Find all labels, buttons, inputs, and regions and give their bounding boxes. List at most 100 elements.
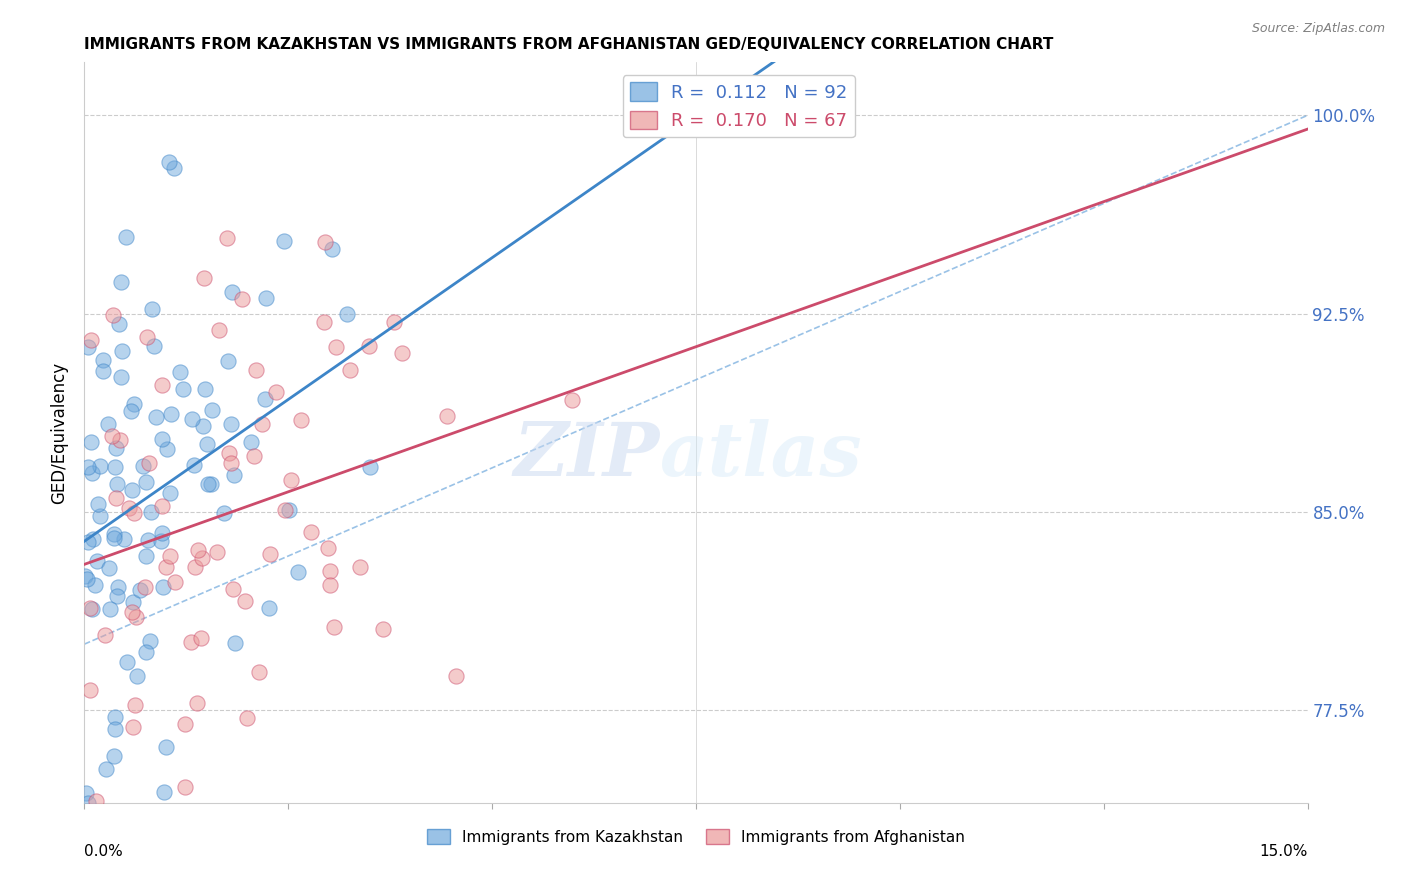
Point [266,384,288,399]
Point [236,711,259,725]
Point [91,353,114,368]
Point [325,340,347,354]
Point [141,505,163,519]
Point [339,363,361,377]
Point [139,634,162,648]
Point [259,547,281,561]
Point [150,433,173,447]
Point [253,392,276,406]
Point [87,497,110,511]
Point [141,302,163,317]
Point [103,531,125,545]
Point [194,382,217,396]
Point [252,417,274,431]
Point [108,433,131,447]
Point [371,622,394,636]
Point [97,417,120,431]
Point [135,645,157,659]
Point [163,161,186,175]
Point [135,475,157,490]
Point [153,785,176,799]
Point [75,786,97,800]
Point [125,669,148,683]
Point [76,535,98,549]
Point [79,683,101,698]
Point [231,292,253,306]
Point [121,605,143,619]
Point [100,602,122,616]
Point [104,459,127,474]
Point [191,418,214,433]
Point [159,549,181,563]
Point [110,275,132,289]
Point [321,242,343,256]
Text: 0.0%: 0.0% [84,844,124,858]
Point [254,291,277,305]
Point [152,580,174,594]
Point [299,524,322,539]
Point [382,315,405,329]
Point [82,602,104,616]
Point [101,308,124,322]
Point [186,696,208,710]
Y-axis label: GED/Equivalency: GED/Equivalency [51,361,69,504]
Point [136,533,159,547]
Legend: Immigrants from Kazakhstan, Immigrants from Afghanistan: Immigrants from Kazakhstan, Immigrants f… [420,822,972,851]
Point [96,762,118,776]
Point [336,307,359,321]
Point [104,441,127,455]
Point [76,460,98,475]
Point [239,434,262,449]
Point [107,580,129,594]
Point [207,545,229,559]
Point [98,561,121,575]
Point [314,235,336,250]
Point [134,580,156,594]
Point [314,315,336,329]
Point [101,428,124,442]
Point [197,476,219,491]
Point [112,533,135,547]
Point [243,449,266,463]
Point [125,610,148,624]
Point [77,340,100,354]
Point [128,583,150,598]
Point [84,795,107,809]
Point [180,635,202,649]
Point [174,780,197,794]
Point [80,435,103,450]
Point [145,409,167,424]
Point [150,526,173,541]
Point [82,532,104,546]
Point [318,578,340,592]
Point [93,364,115,378]
Point [436,409,458,423]
Text: ZIP: ZIP [513,418,659,491]
Point [103,748,125,763]
Point [280,473,302,487]
Point [287,565,309,579]
Point [82,467,104,481]
Point [110,369,132,384]
Point [245,363,267,377]
Point [118,500,141,515]
Point [149,534,172,549]
Point [290,412,312,426]
Point [89,508,111,523]
Point [115,230,138,244]
Point [150,499,173,513]
Text: IMMIGRANTS FROM KAZAKHSTAN VS IMMIGRANTS FROM AFGHANISTAN GED/EQUIVALENCY CORREL: IMMIGRANTS FROM KAZAKHSTAN VS IMMIGRANTS… [84,37,1053,52]
Point [219,417,242,431]
Point [122,595,145,609]
Point [247,665,270,680]
Point [107,317,129,331]
Point [257,600,280,615]
Point [193,271,215,285]
Text: Source: ZipAtlas.com: Source: ZipAtlas.com [1251,22,1385,36]
Point [218,446,240,460]
Point [201,402,224,417]
Point [273,234,295,248]
Point [561,392,583,407]
Point [233,594,256,608]
Point [105,589,128,603]
